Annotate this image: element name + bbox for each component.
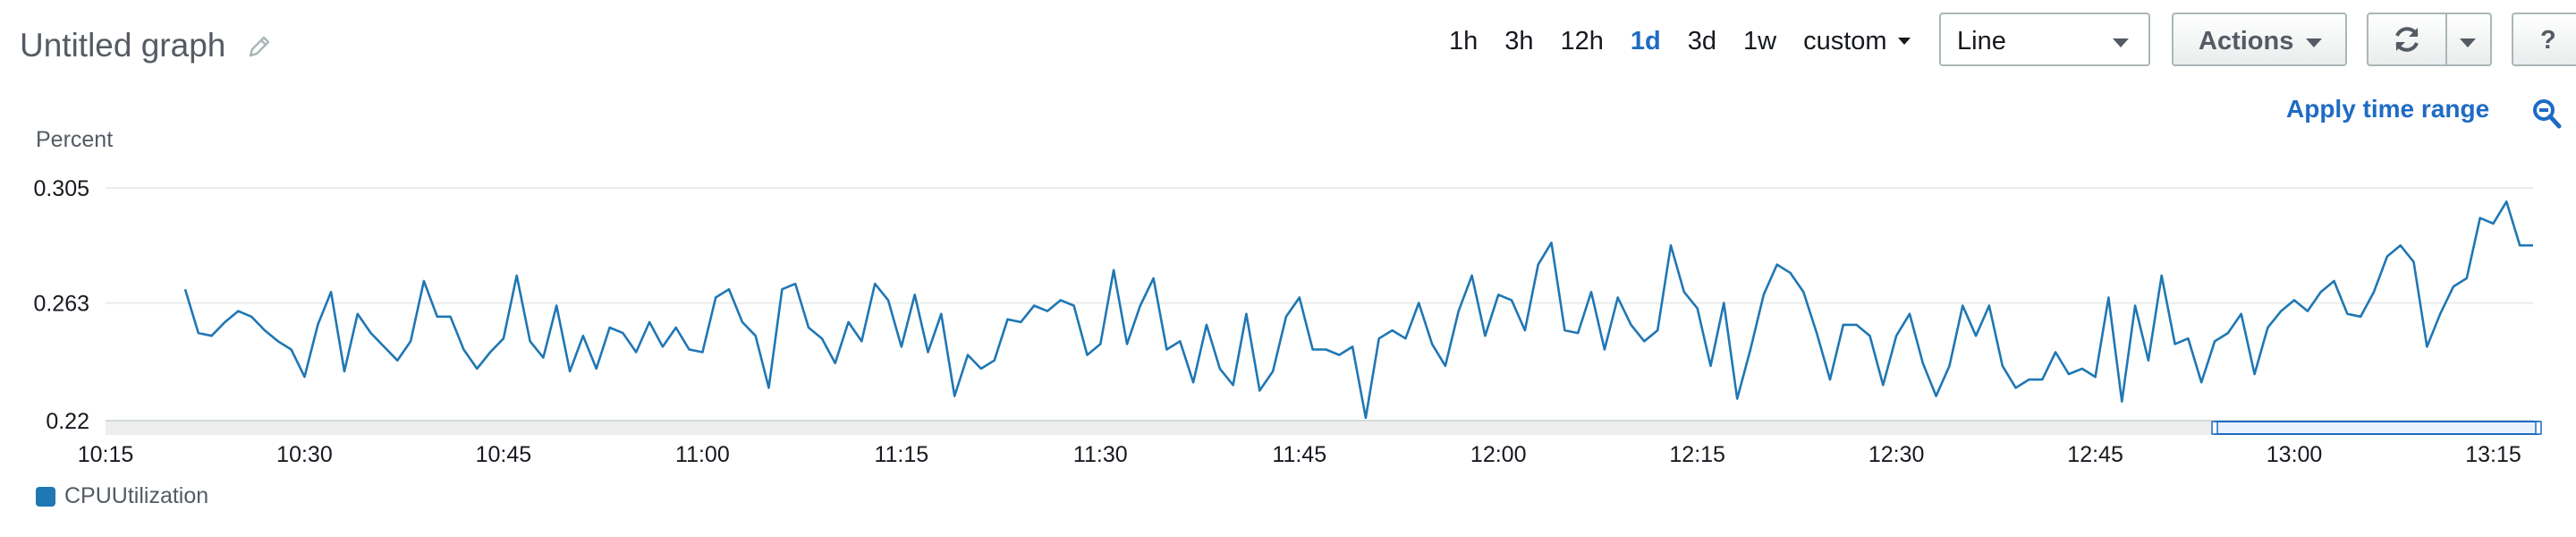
custom-range-label: custom [1803, 26, 1887, 55]
x-tick-label: 10:30 [276, 442, 333, 467]
y-tick-label: 0.305 [33, 176, 89, 201]
x-tick-label: 11:45 [1272, 442, 1326, 467]
caret-down-icon [1897, 38, 1911, 45]
legend-swatch[interactable] [36, 486, 55, 507]
chevron-down-icon [2460, 38, 2476, 47]
refresh-icon [2395, 27, 2419, 52]
brush-handle-left[interactable] [2211, 421, 2218, 435]
x-tick-label: 12:15 [1669, 442, 1725, 467]
help-button[interactable]: ? [2512, 13, 2576, 66]
x-tick-label: 10:45 [476, 442, 532, 467]
series-line-cpuutilization[interactable] [183, 200, 2533, 420]
x-tick-label: 12:30 [1868, 442, 1925, 467]
refresh-options-button[interactable] [2445, 13, 2492, 66]
range-1w[interactable]: 1w [1743, 26, 1777, 55]
custom-range-dropdown[interactable]: custom [1803, 26, 1911, 56]
range-1d[interactable]: 1d [1630, 26, 1661, 55]
pencil-icon[interactable] [247, 34, 272, 59]
chart-legend: CPUUtilization [36, 483, 208, 509]
y-tick-label: 0.22 [46, 409, 89, 434]
actions-label: Actions [2199, 27, 2294, 55]
caret-down-icon [2113, 38, 2129, 47]
y-axis-label: Percent [36, 127, 114, 152]
x-tick-label: 10:15 [78, 442, 134, 467]
legend-label[interactable]: CPUUtilization [64, 483, 209, 508]
x-tick-label: 12:45 [2067, 442, 2123, 467]
help-label: ? [2540, 26, 2556, 55]
refresh-button[interactable] [2367, 13, 2447, 66]
time-brush-selection[interactable] [2214, 421, 2540, 435]
x-tick-label: 13:00 [2267, 442, 2323, 467]
x-tick-label: 11:30 [1073, 442, 1128, 467]
range-3d[interactable]: 3d [1687, 26, 1717, 55]
caret-down-icon [2306, 38, 2322, 47]
actions-button[interactable]: Actions [2172, 13, 2347, 66]
x-tick-label: 12:00 [1470, 442, 1527, 467]
y-tick-label: 0.263 [33, 291, 89, 316]
graph-type-value: Line [1957, 27, 2006, 55]
x-tick-label: 13:15 [2465, 442, 2521, 467]
graph-title: Untitled graph [20, 27, 226, 64]
range-3h[interactable]: 3h [1504, 26, 1534, 55]
graph-type-select[interactable]: Line [1939, 13, 2150, 66]
range-12h[interactable]: 12h [1560, 26, 1604, 55]
apply-time-range-link[interactable]: Apply time range [2286, 95, 2490, 123]
zoom-out-icon[interactable] [2531, 97, 2563, 132]
time-brush-track[interactable] [106, 421, 2533, 435]
range-1h[interactable]: 1h [1449, 26, 1479, 55]
time-range-selector: 1h 3h 12h 1d 3d 1w custom [1449, 23, 1911, 59]
x-tick-label: 11:00 [675, 442, 730, 467]
brush-handle-right[interactable] [2535, 421, 2542, 435]
x-tick-label: 11:15 [874, 442, 928, 467]
